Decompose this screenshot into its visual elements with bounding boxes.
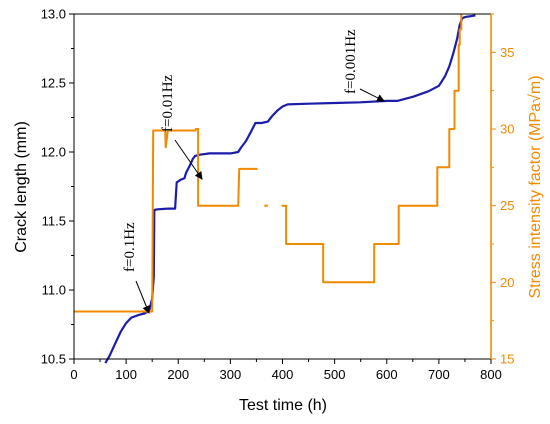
y-tick-label: 11.5 xyxy=(42,214,66,229)
y2-tick-label: 35 xyxy=(500,45,514,60)
x-tick-label: 100 xyxy=(115,367,137,382)
x-tick-label: 600 xyxy=(376,367,398,382)
y-tick-label: 10.5 xyxy=(41,352,66,367)
annotation-label: f=0.001Hz xyxy=(343,29,359,94)
stress-intensity-series-2 xyxy=(281,14,463,284)
x-tick-label: 500 xyxy=(324,367,346,382)
x-tick-label: 0 xyxy=(70,367,77,382)
plot-frame xyxy=(73,13,492,360)
x-tick-label: 700 xyxy=(428,367,450,382)
x-axis-label: Test time (h) xyxy=(239,397,327,414)
y2-axis-label: Stress intensity factor (MPa√m) xyxy=(527,75,544,298)
y2-tick-label: 15 xyxy=(500,352,514,367)
stress-intensity-series-1 xyxy=(74,128,257,313)
y-tick-label: 12.5 xyxy=(41,76,66,91)
y2-tick-label: 20 xyxy=(500,275,514,290)
annotation-label: f=0.1Hz xyxy=(122,222,138,272)
crack-length-series-0 xyxy=(104,14,476,364)
annotation-arrow xyxy=(359,88,385,102)
annotation-layer: f=0.1Hz f=0.01Hz f=0.001Hz xyxy=(122,29,385,314)
x-tick-label: 200 xyxy=(167,367,189,382)
y2-tick-label: 30 xyxy=(500,122,514,137)
y2-tick-label: 25 xyxy=(500,198,514,213)
x-tick-label: 800 xyxy=(480,367,502,382)
y-tick-label: 13.0 xyxy=(41,7,66,22)
y-axis-label: Crack length (mm) xyxy=(13,121,30,253)
y-tick-label: 11.0 xyxy=(42,283,66,298)
axes-layer: 0 100 200 300 400 500 600 700 800 10.5 11.0 11.5 12.… xyxy=(41,7,515,383)
y-tick-label: 12.0 xyxy=(41,145,66,160)
x-tick-label: 300 xyxy=(220,367,242,382)
annotation-arrow xyxy=(135,280,151,314)
annotation-label: f=0.01Hz xyxy=(160,74,176,132)
annotation-arrow xyxy=(174,139,203,180)
series-layer xyxy=(74,14,476,364)
x-tick-label: 400 xyxy=(272,367,294,382)
